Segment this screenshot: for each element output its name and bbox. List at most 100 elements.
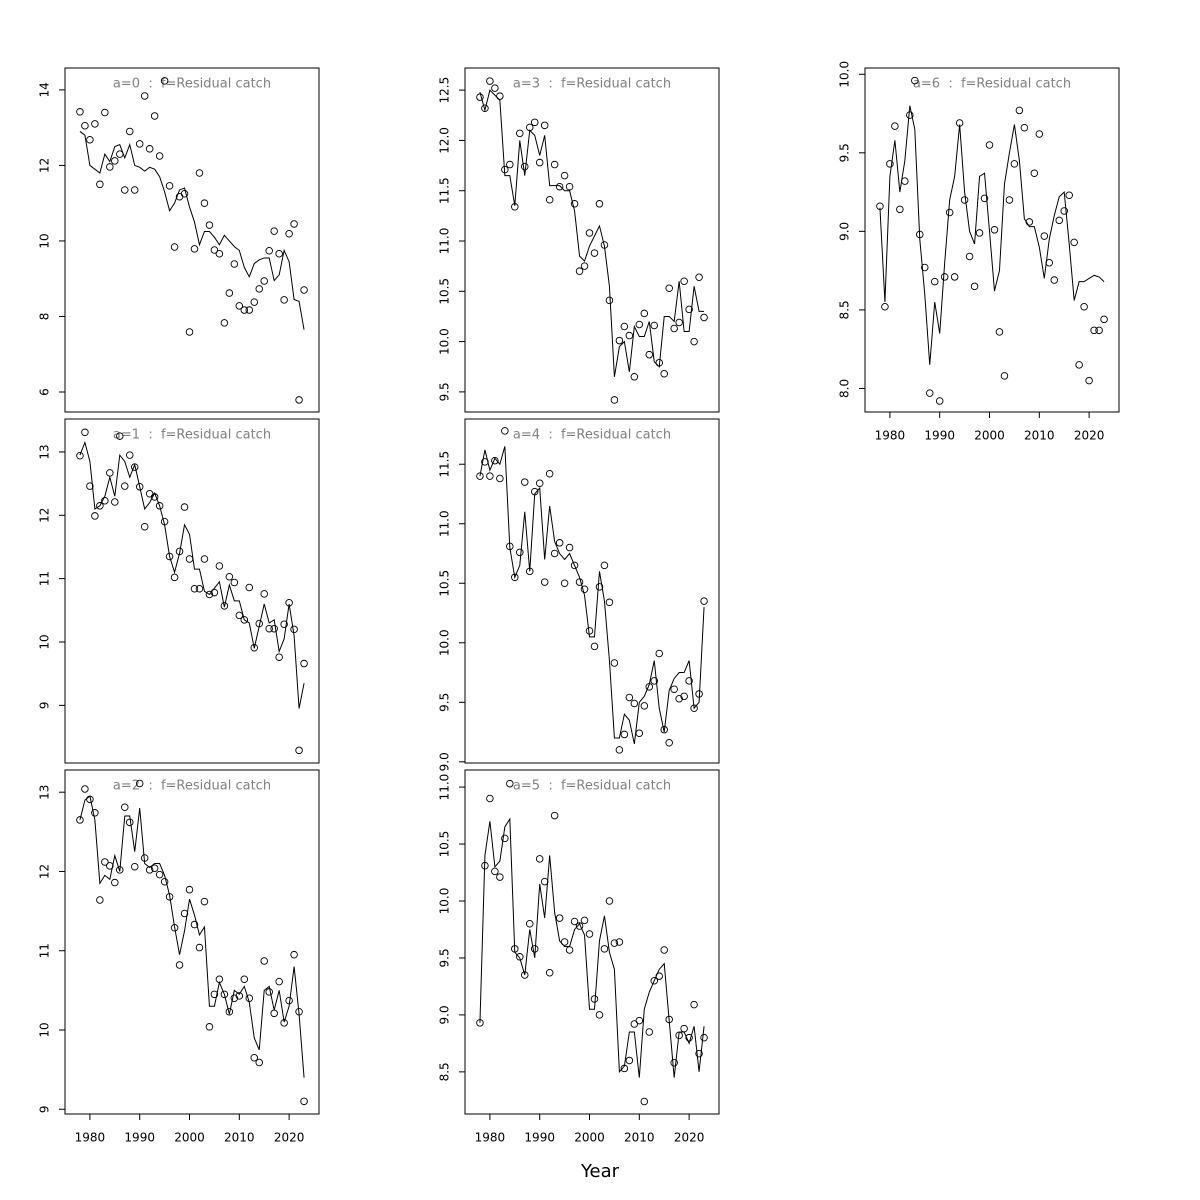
plot-frame — [464, 418, 720, 764]
observed-point — [935, 397, 944, 405]
observed-point — [140, 522, 149, 531]
x-tick-label: 2000 — [174, 1131, 205, 1145]
observed-point — [525, 920, 534, 928]
observed-point — [195, 169, 204, 177]
observed-point — [81, 785, 89, 793]
observed-point — [91, 512, 99, 520]
observed-point — [135, 140, 144, 148]
plot-frame — [464, 769, 720, 1115]
observed-point — [605, 598, 614, 607]
observed-point — [96, 180, 104, 189]
observed-point — [130, 186, 139, 194]
y-tick-label: 9.5 — [438, 382, 452, 401]
observed-point — [911, 76, 919, 85]
observed-point — [610, 396, 619, 404]
y-tick-label: 10 — [38, 1022, 52, 1037]
observed-point — [570, 561, 579, 570]
x-tick-label: 2010 — [624, 1131, 655, 1145]
observed-point — [230, 994, 239, 1003]
observed-point — [960, 196, 969, 204]
observed-point — [555, 914, 564, 922]
observed-point — [685, 677, 693, 685]
observed-point — [1090, 326, 1098, 335]
observed-point — [630, 699, 639, 708]
y-tick-label: 10.5 — [438, 570, 452, 597]
observed-point — [635, 320, 644, 329]
observed-point — [496, 873, 504, 881]
y-tick-label: 10.0 — [438, 328, 452, 355]
observed-point — [220, 602, 229, 610]
observed-point — [240, 306, 249, 314]
observed-point — [170, 573, 179, 582]
observed-point — [555, 182, 564, 191]
y-tick-label: 6 — [38, 388, 52, 396]
observed-point — [290, 220, 298, 228]
observed-point — [1065, 191, 1073, 199]
observed-point — [1050, 276, 1059, 284]
observed-point — [575, 922, 584, 930]
observed-point — [215, 562, 224, 570]
observed-point — [210, 990, 219, 999]
observed-point — [270, 227, 278, 235]
observed-point — [200, 897, 209, 906]
observed-point — [930, 277, 939, 286]
observed-point — [81, 428, 89, 437]
observed-point — [491, 84, 499, 92]
y-tick-label: 12 — [38, 158, 52, 173]
observed-point — [486, 794, 494, 803]
observed-point — [1040, 232, 1049, 240]
observed-point — [190, 585, 199, 593]
observed-point — [590, 249, 599, 257]
observed-point — [886, 160, 894, 168]
observed-point — [275, 250, 283, 258]
observed-point — [1070, 238, 1078, 247]
observed-point — [670, 324, 678, 333]
y-tick-label: 11.0 — [438, 228, 452, 255]
observed-point — [220, 990, 229, 999]
observed-point — [640, 702, 649, 710]
observed-point — [660, 370, 668, 378]
observed-point — [91, 120, 99, 128]
y-tick-label: 9.5 — [838, 143, 852, 162]
observed-point — [265, 624, 273, 633]
observed-point — [240, 616, 249, 624]
observed-point — [245, 306, 254, 314]
observed-point — [130, 862, 139, 871]
observed-point — [101, 108, 109, 117]
observed-point — [295, 746, 303, 755]
observed-point — [535, 479, 544, 488]
observed-point — [1005, 196, 1014, 204]
observed-point — [511, 573, 519, 582]
observed-point — [250, 1053, 259, 1062]
observed-point — [285, 230, 293, 238]
observed-point — [670, 1058, 678, 1067]
x-tick-label: 2020 — [1074, 429, 1105, 443]
observed-point — [685, 1033, 693, 1042]
observed-point — [170, 243, 179, 251]
observed-point — [91, 809, 99, 817]
observed-point — [590, 642, 599, 651]
observed-point — [101, 496, 109, 505]
observed-point — [700, 597, 708, 605]
observed-point — [970, 282, 979, 291]
y-tick-label: 9.0 — [438, 1005, 452, 1024]
observed-point — [135, 483, 144, 491]
observed-point — [675, 318, 683, 327]
x-tick-label: 1980 — [75, 1131, 106, 1145]
observed-point — [615, 336, 624, 345]
observed-point — [195, 585, 204, 593]
y-tick-label: 9.0 — [438, 752, 452, 771]
observed-point — [650, 976, 659, 985]
observed-point — [945, 208, 954, 217]
observed-point — [580, 262, 589, 270]
observed-point — [506, 160, 514, 169]
x-tick-label: 2000 — [574, 1131, 605, 1145]
observed-point — [645, 350, 654, 359]
y-tick-label: 10.5 — [438, 831, 452, 858]
observed-point — [535, 158, 544, 167]
x-tick-label: 1980 — [475, 1131, 506, 1145]
observed-point — [205, 590, 214, 599]
observed-point — [225, 572, 234, 581]
observed-point — [560, 938, 569, 946]
observed-point — [1020, 123, 1029, 132]
